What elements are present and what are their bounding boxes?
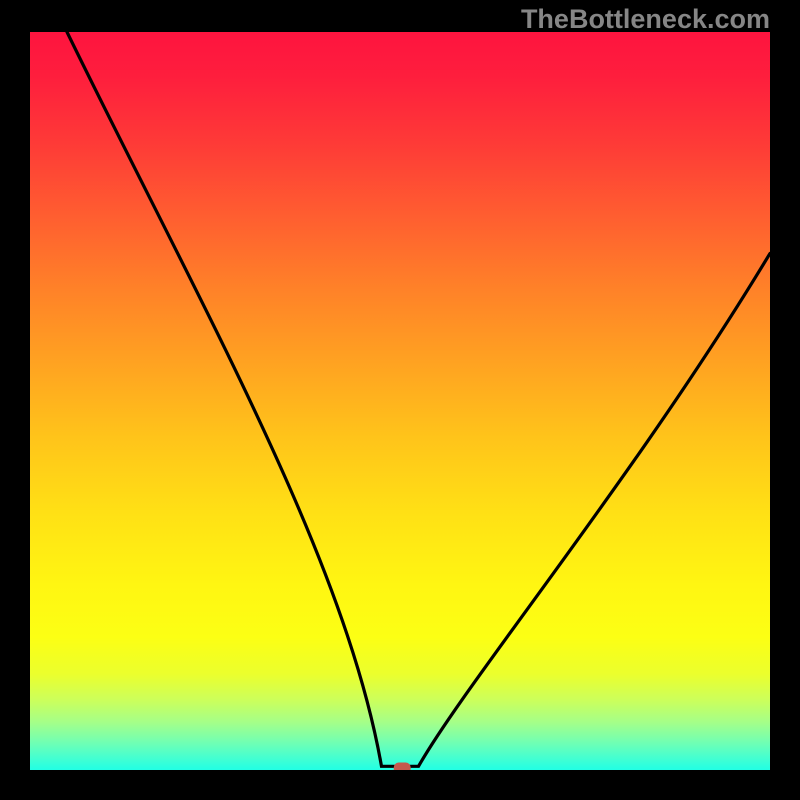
plot-area: [30, 32, 770, 770]
chart-stage: TheBottleneck.com: [0, 0, 800, 800]
watermark-text: TheBottleneck.com: [521, 4, 770, 35]
gradient-background: [30, 32, 770, 770]
